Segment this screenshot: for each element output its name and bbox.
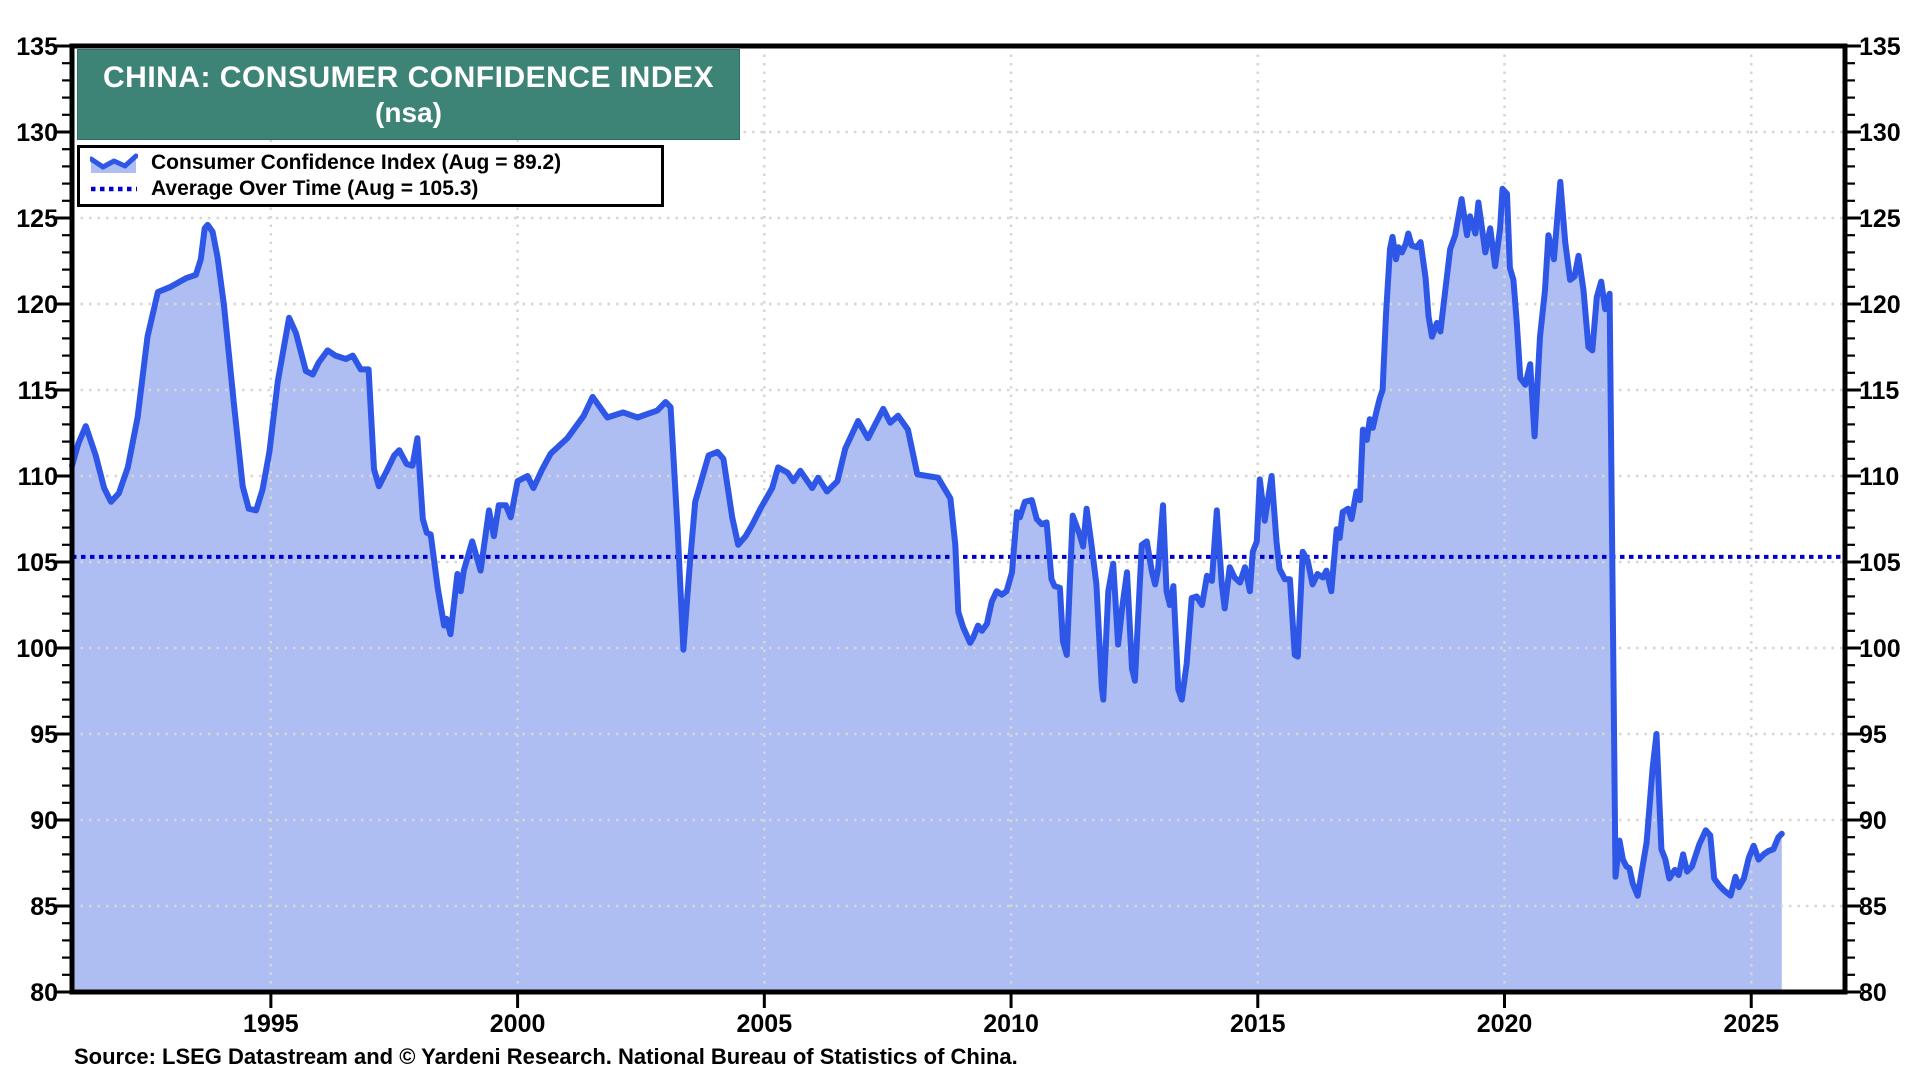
series-area-fill (72, 181, 1782, 992)
y-axis-label-left-95: 95 (30, 721, 58, 749)
y-axis-label-right-85: 85 (1859, 893, 1887, 921)
plot-border (69, 43, 1848, 995)
y-axis-label-left-90: 90 (30, 807, 58, 835)
source-note: Source: LSEG Datastream and © Yardeni Re… (74, 1044, 1018, 1069)
x-axis-label-1995: 1995 (243, 1010, 299, 1038)
y-axis-label-left-110: 110 (18, 463, 58, 491)
y-axis-label-right-120: 120 (1859, 291, 1901, 319)
x-axis-label-2005: 2005 (737, 1010, 793, 1038)
series-line (69, 178, 1785, 899)
y-axis-label-right-100: 100 (1859, 635, 1901, 663)
x-axis-label-2020: 2020 (1477, 1010, 1533, 1038)
x-axis-label-2010: 2010 (983, 1010, 1039, 1038)
y-axis-label-left-135: 135 (16, 33, 58, 61)
dotted-line-icon (91, 186, 137, 192)
y-axis-label-left-100: 100 (16, 635, 58, 663)
x-axis-label-2015: 2015 (1230, 1010, 1286, 1038)
chart-title: CHINA: CONSUMER CONFIDENCE INDEX (102, 60, 715, 94)
y-axis-label-left-105: 105 (16, 549, 58, 577)
y-axis-label-right-110: 110 (1859, 463, 1899, 491)
y-axis-label-left-85: 85 (30, 893, 58, 921)
y-axis-label-right-80: 80 (1859, 979, 1887, 1007)
chart-subtitle: (nsa) (375, 97, 442, 129)
y-axis-label-left-130: 130 (16, 119, 58, 147)
x-axis-label-2025: 2025 (1723, 1010, 1779, 1038)
legend-label-average: Average Over Time (Aug = 105.3) (151, 177, 479, 200)
y-axis-label-left-80: 80 (30, 979, 58, 1007)
chart-title-box: CHINA: CONSUMER CONFIDENCE INDEX (nsa) (77, 49, 740, 140)
y-axis-label-left-125: 125 (16, 205, 58, 233)
y-axis-label-left-120: 120 (16, 291, 58, 319)
legend-item-cci: Consumer Confidence Index (Aug = 89.2) (90, 150, 661, 176)
y-axis-label-right-135: 135 (1859, 33, 1901, 61)
y-axis-label-right-90: 90 (1859, 807, 1887, 835)
legend: Consumer Confidence Index (Aug = 89.2) A… (77, 145, 664, 207)
area-line-icon (90, 153, 138, 173)
y-axis-label-right-130: 130 (1859, 119, 1901, 147)
y-axis-label-right-125: 125 (1859, 205, 1901, 233)
y-axis-label-right-95: 95 (1859, 721, 1887, 749)
y-axis-label-right-105: 105 (1859, 549, 1901, 577)
legend-label-cci: Consumer Confidence Index (Aug = 89.2) (151, 151, 562, 174)
legend-item-average: Average Over Time (Aug = 105.3) (90, 176, 661, 202)
x-axis-label-2000: 2000 (490, 1010, 546, 1038)
y-axis-label-left-115: 115 (18, 377, 58, 405)
y-axis-label-right-115: 115 (1859, 377, 1899, 405)
